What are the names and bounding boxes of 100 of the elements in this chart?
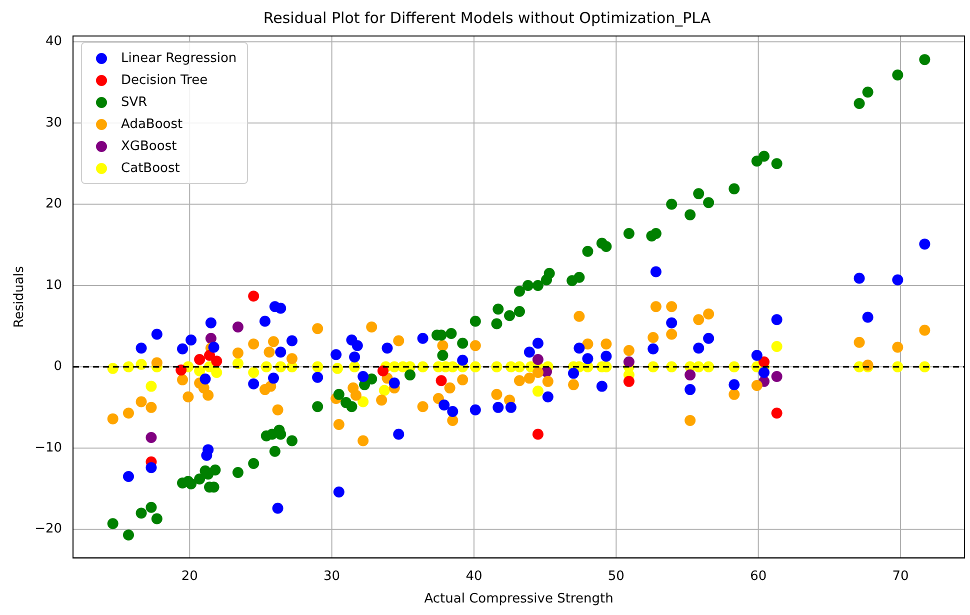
point: [248, 290, 260, 302]
point: [862, 312, 874, 323]
point: [751, 350, 762, 361]
y-tick-label: 20: [45, 196, 62, 212]
point: [194, 365, 206, 376]
point: [532, 338, 544, 349]
point: [176, 364, 187, 376]
point: [248, 378, 260, 390]
point: [582, 353, 594, 364]
point: [201, 450, 212, 461]
point: [146, 462, 157, 474]
point: [151, 328, 162, 340]
legend-label: Linear Regression: [121, 50, 237, 66]
point: [568, 368, 580, 379]
point: [136, 358, 147, 370]
x-tick-label: 70: [892, 568, 909, 584]
point: [312, 361, 324, 372]
point: [919, 238, 930, 250]
point: [352, 340, 363, 352]
point: [146, 432, 157, 444]
y-tick-label: 30: [45, 115, 62, 130]
point: [205, 332, 216, 344]
point: [186, 334, 197, 346]
point: [505, 402, 516, 413]
y-tick-label: 40: [45, 34, 62, 50]
point: [275, 302, 286, 314]
point: [650, 266, 662, 278]
point: [358, 371, 369, 382]
x-tick-label: 40: [466, 568, 482, 584]
point: [436, 375, 447, 386]
x-tick-label: 60: [750, 568, 767, 584]
point: [491, 361, 502, 372]
point: [260, 361, 272, 372]
point: [275, 346, 286, 358]
point: [248, 366, 260, 378]
point: [666, 317, 678, 328]
x-tick-label: 30: [324, 568, 340, 584]
point: [312, 372, 324, 383]
point: [107, 362, 118, 374]
point: [532, 386, 544, 397]
chart-title: Residual Plot for Different Models without Optimization_PLA: [263, 8, 712, 27]
legend-label: XGBoost: [121, 138, 177, 154]
point: [771, 314, 782, 326]
point: [417, 332, 428, 344]
point: [378, 384, 390, 396]
point: [892, 361, 904, 372]
legend-label: AdaBoost: [121, 116, 183, 132]
point: [177, 343, 188, 354]
point: [200, 373, 211, 384]
point: [532, 428, 544, 440]
point: [693, 342, 704, 354]
point: [232, 321, 244, 332]
y-tick-label: −20: [34, 522, 62, 537]
point: [259, 316, 270, 327]
point: [333, 486, 344, 498]
point: [771, 408, 782, 419]
point: [136, 342, 147, 354]
x-tick-label: 20: [181, 568, 198, 584]
point: [272, 502, 284, 514]
point: [684, 369, 696, 380]
point: [438, 400, 450, 410]
legend-label: Decision Tree: [121, 72, 208, 88]
point: [194, 354, 206, 365]
point: [596, 380, 608, 392]
point: [771, 371, 782, 382]
point: [524, 346, 535, 358]
point: [393, 428, 404, 440]
point: [388, 378, 400, 389]
point: [854, 272, 865, 284]
point: [703, 332, 714, 344]
point: [470, 361, 481, 372]
point: [211, 356, 222, 367]
y-tick-label: 10: [45, 278, 62, 293]
point: [330, 349, 342, 360]
point: [349, 352, 360, 363]
point: [332, 362, 343, 374]
point: [122, 471, 134, 482]
y-tick-label: 0: [54, 359, 62, 374]
point: [892, 274, 904, 286]
point: [600, 350, 612, 362]
x-tick-label: 50: [608, 568, 624, 584]
point: [492, 402, 504, 413]
point: [758, 366, 770, 378]
point: [146, 380, 157, 392]
point: [286, 335, 298, 346]
point: [457, 354, 468, 366]
point: [268, 372, 280, 384]
point: [211, 366, 222, 378]
point: [919, 361, 930, 372]
point: [574, 342, 585, 354]
point: [205, 317, 216, 328]
point: [623, 376, 634, 387]
point: [771, 340, 782, 352]
x-axis-title: Actual Compressive Strength: [424, 592, 614, 607]
legend-label: SVR: [121, 94, 148, 110]
point: [208, 342, 220, 353]
point: [358, 396, 369, 408]
point: [532, 354, 544, 365]
point: [470, 404, 481, 416]
y-axis-title: Residuals: [12, 266, 28, 328]
